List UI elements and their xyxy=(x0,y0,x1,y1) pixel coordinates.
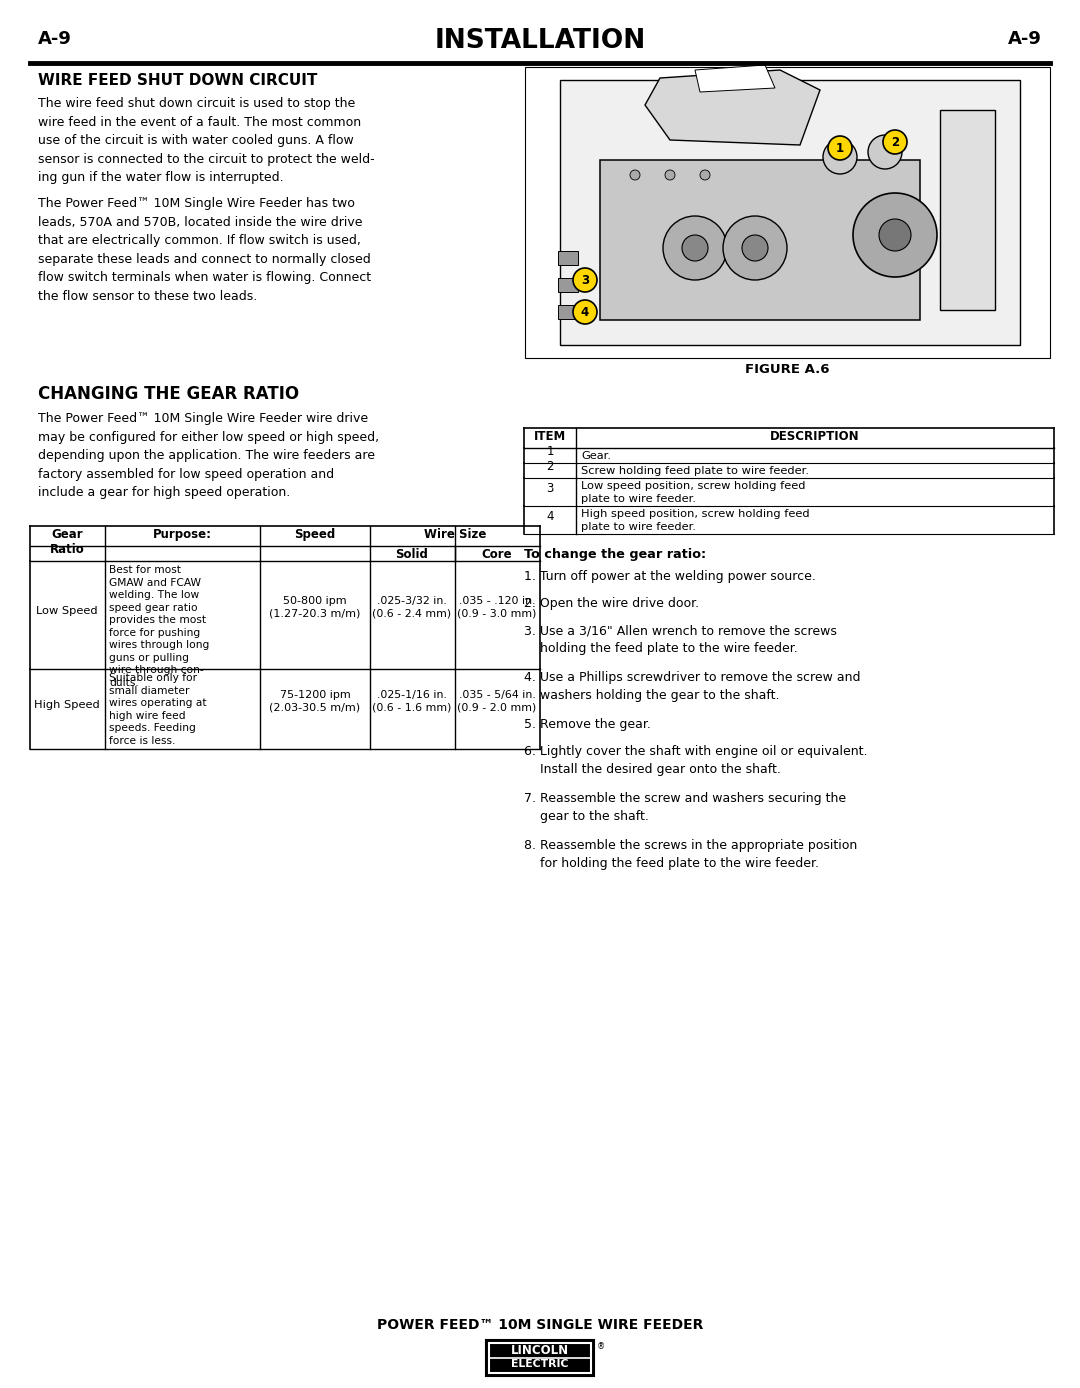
Circle shape xyxy=(723,217,787,280)
Circle shape xyxy=(879,219,912,251)
Circle shape xyxy=(663,217,727,280)
Text: POWER FEED™ 10M SINGLE WIRE FEEDER: POWER FEED™ 10M SINGLE WIRE FEEDER xyxy=(377,1319,703,1332)
Text: ELECTRIC: ELECTRIC xyxy=(511,1359,569,1369)
Bar xyxy=(525,67,1050,358)
Text: ITEM: ITEM xyxy=(534,430,566,443)
Text: Solid: Solid xyxy=(395,548,429,561)
Bar xyxy=(489,1344,591,1373)
Circle shape xyxy=(883,130,907,154)
Text: ®: ® xyxy=(597,1342,605,1351)
Bar xyxy=(558,278,578,291)
Text: .025-1/16 in.
(0.6 - 1.6 mm): .025-1/16 in. (0.6 - 1.6 mm) xyxy=(373,690,451,712)
Text: CHANGING THE GEAR RATIO: CHANGING THE GEAR RATIO xyxy=(38,384,299,403)
Text: Best for most
GMAW and FCAW
welding. The low
speed gear ratio
provides the most
: Best for most GMAW and FCAW welding. The… xyxy=(109,565,210,688)
Circle shape xyxy=(630,169,640,180)
Bar xyxy=(561,81,1020,346)
Text: 2: 2 xyxy=(891,136,899,149)
Text: High Speed: High Speed xyxy=(35,700,99,711)
Text: 8. Reassemble the screws in the appropriate position
    for holding the feed pl: 8. Reassemble the screws in the appropri… xyxy=(524,838,858,870)
Text: The Power Feed™ 10M Single Wire Feeder has two
leads, 570A and 570B, located ins: The Power Feed™ 10M Single Wire Feeder h… xyxy=(38,197,372,303)
Circle shape xyxy=(681,235,708,261)
Circle shape xyxy=(700,169,710,180)
Text: INSTALLATION: INSTALLATION xyxy=(434,28,646,54)
Circle shape xyxy=(573,268,597,291)
Text: To change the gear ratio:: To change the gear ratio: xyxy=(524,548,706,561)
Circle shape xyxy=(665,169,675,180)
Text: DESCRIPTION: DESCRIPTION xyxy=(770,430,860,443)
Text: Speed: Speed xyxy=(295,527,336,541)
Text: FIGURE A.6: FIGURE A.6 xyxy=(745,364,829,376)
Text: 50-800 ipm
(1.27-20.3 m/m): 50-800 ipm (1.27-20.3 m/m) xyxy=(269,595,361,619)
Text: 6. Lightly cover the shaft with engine oil or equivalent.
    Install the desire: 6. Lightly cover the shaft with engine o… xyxy=(524,745,867,776)
Text: High speed position, screw holding feed
plate to wire feeder.: High speed position, screw holding feed … xyxy=(581,509,810,532)
Text: Gear.: Gear. xyxy=(581,451,611,461)
Text: 1: 1 xyxy=(836,142,845,154)
Bar xyxy=(558,251,578,265)
Circle shape xyxy=(823,140,858,174)
Text: Screw holding feed plate to wire feeder.: Screw holding feed plate to wire feeder. xyxy=(581,466,809,476)
Text: Low Speed: Low Speed xyxy=(37,607,98,616)
Text: 1. Turn off power at the welding power source.: 1. Turn off power at the welding power s… xyxy=(524,570,815,583)
Polygon shape xyxy=(645,69,820,144)
Bar xyxy=(600,160,920,321)
Text: 4: 4 xyxy=(546,509,554,522)
Text: .035 - .120 in.
(0.9 - 3.0 mm): .035 - .120 in. (0.9 - 3.0 mm) xyxy=(457,595,537,619)
Text: 2: 2 xyxy=(546,459,554,472)
Text: 4. Use a Phillips screwdriver to remove the screw and
    washers holding the ge: 4. Use a Phillips screwdriver to remove … xyxy=(524,670,861,702)
Polygon shape xyxy=(696,65,775,92)
Text: 3: 3 xyxy=(546,482,554,494)
Text: 5. Remove the gear.: 5. Remove the gear. xyxy=(524,718,651,731)
Circle shape xyxy=(868,135,902,169)
Bar xyxy=(940,110,995,310)
Text: 75-1200 ipm
(2.03-30.5 m/m): 75-1200 ipm (2.03-30.5 m/m) xyxy=(269,690,361,712)
Text: A-9: A-9 xyxy=(1008,31,1042,49)
Text: WIRE FEED SHUT DOWN CIRCUIT: WIRE FEED SHUT DOWN CIRCUIT xyxy=(38,74,318,87)
Text: Wire Size: Wire Size xyxy=(423,527,486,541)
Circle shape xyxy=(828,136,852,160)
Text: 1: 1 xyxy=(546,444,554,458)
Circle shape xyxy=(573,300,597,323)
Text: The wire feed shut down circuit is used to stop the
wire feed in the event of a : The wire feed shut down circuit is used … xyxy=(38,97,375,185)
Text: LINCOLN: LINCOLN xyxy=(511,1344,569,1357)
Text: 4: 4 xyxy=(581,305,589,318)
Bar xyxy=(558,305,578,319)
Bar xyxy=(486,1339,594,1376)
Text: Suitable only for
small diameter
wires operating at
high wire feed
speeds. Feedi: Suitable only for small diameter wires o… xyxy=(109,673,206,745)
Text: .025-3/32 in.
(0.6 - 2.4 mm): .025-3/32 in. (0.6 - 2.4 mm) xyxy=(373,595,451,619)
Circle shape xyxy=(853,193,937,278)
Text: 3. Use a 3/16" Allen wrench to remove the screws
    holding the feed plate to t: 3. Use a 3/16" Allen wrench to remove th… xyxy=(524,625,837,655)
Circle shape xyxy=(742,235,768,261)
Text: Low speed position, screw holding feed
plate to wire feeder.: Low speed position, screw holding feed p… xyxy=(581,482,806,504)
Text: Gear
Ratio: Gear Ratio xyxy=(50,527,84,557)
Text: 7. Reassemble the screw and washers securing the
    gear to the shaft.: 7. Reassemble the screw and washers secu… xyxy=(524,793,846,823)
Text: Core: Core xyxy=(482,548,512,561)
Text: .035 - 5/64 in.
(0.9 - 2.0 mm): .035 - 5/64 in. (0.9 - 2.0 mm) xyxy=(457,690,537,712)
Text: A-9: A-9 xyxy=(38,31,72,49)
Text: 3: 3 xyxy=(581,273,589,286)
Text: Purpose:: Purpose: xyxy=(152,527,212,541)
Text: The Power Feed™ 10M Single Wire Feeder wire drive
may be configured for either l: The Power Feed™ 10M Single Wire Feeder w… xyxy=(38,412,379,500)
Text: 2. Open the wire drive door.: 2. Open the wire drive door. xyxy=(524,597,699,609)
